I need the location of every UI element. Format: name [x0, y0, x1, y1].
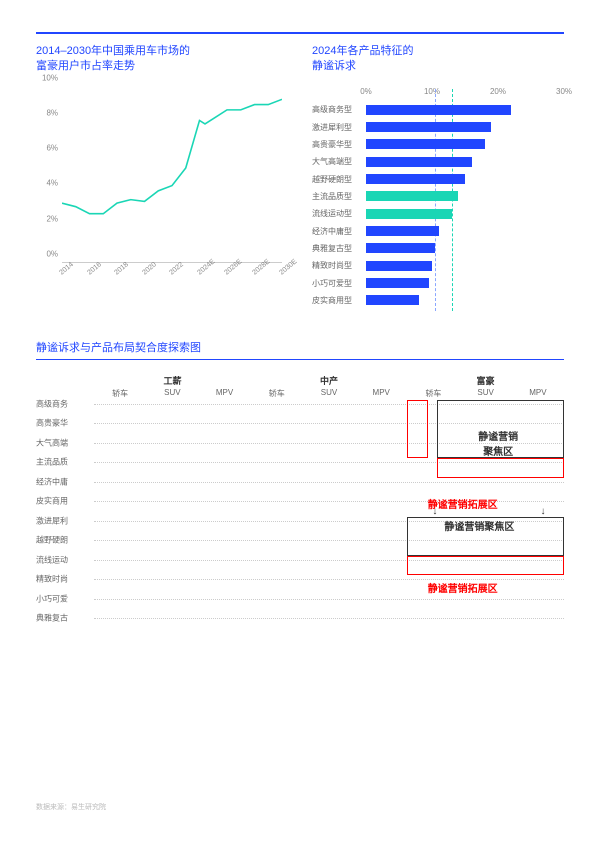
- line-chart-block: 2014–2030年中国乘用车市场的富豪用户市占率走势 0% 2% 4% 6% 8% 10…: [36, 44, 288, 311]
- bar-fill: [366, 174, 465, 184]
- matrix-row-label: 典雅复古: [36, 613, 90, 624]
- matrix-box: [437, 458, 564, 478]
- matrix-box: [407, 400, 427, 459]
- bar-label: 小巧可爱型: [312, 278, 366, 289]
- line-path: [62, 87, 282, 263]
- y-tick: 0%: [46, 249, 58, 258]
- matrix-sub: 轿车: [112, 388, 128, 399]
- matrix-row-label: 经济中庸: [36, 476, 90, 487]
- matrix-row-label: 激进犀利: [36, 515, 90, 526]
- bar-row: 大气高端型: [312, 155, 564, 169]
- x-tick: 2014: [58, 261, 74, 276]
- matrix-group: 富豪: [476, 374, 494, 387]
- matrix-sub: SUV: [477, 388, 493, 397]
- bar-row: 经济中庸型: [312, 224, 564, 238]
- bar-fill: [366, 295, 419, 305]
- matrix-row-label: 小巧可爱: [36, 593, 90, 604]
- matrix-row-label: 越野硬朗: [36, 535, 90, 546]
- bar-fill: [366, 226, 439, 236]
- line-chart: 0%2%4%6%8%10% 201420162018202020222024E2…: [36, 87, 288, 287]
- bar-chart-title: 2024年各产品特征的静谧诉求: [312, 44, 564, 75]
- top-rule: [36, 32, 564, 34]
- bar-x-tick: 0%: [360, 87, 372, 96]
- bar-row: 流线运动型: [312, 207, 564, 221]
- matrix-row-label: 高贵豪华: [36, 418, 90, 429]
- matrix-sub: 轿车: [425, 388, 441, 399]
- matrix-sub: MPV: [373, 388, 390, 397]
- footer-source: 数据来源：易生研究院: [36, 802, 106, 812]
- bar-label: 越野硬朗型: [312, 174, 366, 185]
- matrix-row-line: [94, 599, 564, 600]
- bar-label: 精致时尚型: [312, 260, 366, 271]
- y-tick: 6%: [46, 144, 58, 153]
- line-chart-title: 2014–2030年中国乘用车市场的富豪用户市占率走势: [36, 44, 288, 75]
- matrix-sub: SUV: [321, 388, 337, 397]
- y-tick: 2%: [46, 214, 58, 223]
- bar-chart: 0%10%20%30% 高级商务型激进犀利型高贵豪华型大气高端型越野硬朗型主流品…: [312, 87, 564, 311]
- matrix-group: 工薪: [163, 374, 181, 387]
- bar-label: 流线运动型: [312, 208, 366, 219]
- matrix-group: 中产: [320, 374, 338, 387]
- matrix-row-label: 主流品质: [36, 457, 90, 468]
- bar-row: 高级商务型: [312, 103, 564, 117]
- bar-label: 皮实商用型: [312, 295, 366, 306]
- matrix-anno: 静谧营销聚焦区: [478, 428, 518, 458]
- bar-fill: [366, 105, 511, 115]
- bar-fill: [366, 157, 472, 167]
- bar-fill: [366, 243, 435, 253]
- bar-row: 皮实商用型: [312, 293, 564, 307]
- bar-x-tick: 30%: [556, 87, 572, 96]
- bar-fill: [366, 278, 429, 288]
- bar-fill: [366, 261, 432, 271]
- bar-label: 典雅复古型: [312, 243, 366, 254]
- matrix-row-label: 高级商务: [36, 398, 90, 409]
- matrix-rule: [36, 359, 564, 360]
- bar-row: 越野硬朗型: [312, 172, 564, 186]
- y-tick: 10%: [42, 73, 58, 82]
- matrix-sub: MPV: [216, 388, 233, 397]
- bar-row: 激进犀利型: [312, 120, 564, 134]
- bar-label: 高贵豪华型: [312, 139, 366, 150]
- bar-row: 典雅复古型: [312, 241, 564, 255]
- bar-row: 小巧可爱型: [312, 276, 564, 290]
- matrix-sub: MPV: [529, 388, 546, 397]
- bar-label: 主流品质型: [312, 191, 366, 202]
- y-tick: 8%: [46, 108, 58, 117]
- matrix-chart: 工薪 中产 富豪 轿车 SUV MPV 轿车 SUV MPV 轿车 SUV MPV 高级商务高贵豪华…: [36, 374, 564, 638]
- matrix-sub: SUV: [164, 388, 180, 397]
- bar-label: 高级商务型: [312, 104, 366, 115]
- bar-label: 激进犀利型: [312, 122, 366, 133]
- matrix-sub: 轿车: [269, 388, 285, 399]
- bar-row: 精致时尚型: [312, 259, 564, 273]
- bar-x-tick: 20%: [490, 87, 506, 96]
- y-tick: 4%: [46, 179, 58, 188]
- bar-x-tick: 10%: [424, 87, 440, 96]
- matrix-title: 静谧诉求与产品布局契合度探索图: [36, 339, 564, 355]
- matrix-red-anno: 静谧营销拓展区: [428, 580, 498, 595]
- matrix-anno: 静谧营销聚焦区: [444, 518, 514, 533]
- bar-fill: [366, 122, 491, 132]
- matrix-row-label: 皮实商用: [36, 496, 90, 507]
- matrix-row-line: [94, 482, 564, 483]
- matrix-red-anno: 静谧营销拓展区: [428, 496, 498, 511]
- x-tick: 2016: [86, 261, 102, 276]
- bar-row: 主流品质型: [312, 189, 564, 203]
- matrix-row-label: 流线运动: [36, 554, 90, 565]
- matrix-row-label: 精致时尚: [36, 574, 90, 585]
- bar-row: 高贵豪华型: [312, 137, 564, 151]
- matrix-box: [407, 556, 564, 576]
- x-tick: 2020: [141, 261, 157, 276]
- bar-label: 经济中庸型: [312, 226, 366, 237]
- bar-fill: [366, 191, 458, 201]
- matrix-row-line: [94, 618, 564, 619]
- bar-label: 大气高端型: [312, 156, 366, 167]
- bar-fill: [366, 139, 485, 149]
- matrix-section: 静谧诉求与产品布局契合度探索图 工薪 中产 富豪 轿车 SUV MPV 轿车 SUV MPV 轿…: [36, 339, 564, 638]
- bar-chart-block: 2024年各产品特征的静谧诉求 0%10%20%30% 高级商务型激进犀利型高贵…: [312, 44, 564, 311]
- x-tick: 2018: [113, 261, 129, 276]
- x-tick: 2022: [168, 261, 184, 276]
- bar-fill: [366, 209, 452, 219]
- matrix-row-label: 大气高端: [36, 437, 90, 448]
